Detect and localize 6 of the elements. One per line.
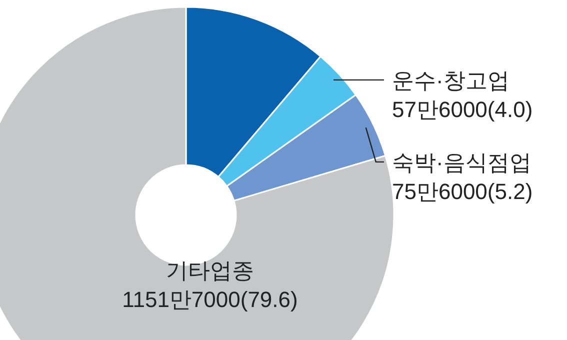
- slice-label: 기타업종: [166, 258, 254, 283]
- slice-label: 숙박·음식점업: [392, 150, 532, 175]
- data-label: 1151만7000(79.6): [122, 287, 298, 312]
- data-label: 57만6000(4.0): [392, 96, 533, 122]
- data-label: 75만6000(5.2): [392, 178, 533, 204]
- slice-label: 운수·창고업: [392, 68, 510, 93]
